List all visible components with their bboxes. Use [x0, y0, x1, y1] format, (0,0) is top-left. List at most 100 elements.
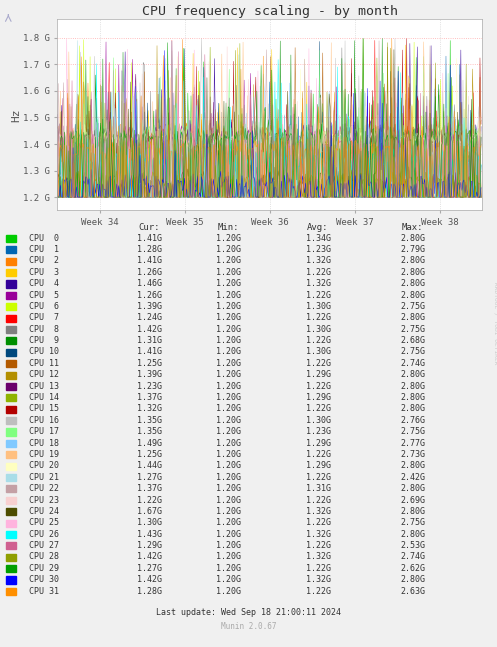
Text: CPU 16: CPU 16: [29, 416, 59, 425]
Text: 2.80G: 2.80G: [400, 279, 425, 288]
Text: 1.26G: 1.26G: [137, 291, 162, 300]
Text: CPU 26: CPU 26: [29, 530, 59, 539]
Text: 1.20G: 1.20G: [216, 587, 241, 596]
Text: CPU 31: CPU 31: [29, 587, 59, 596]
Text: 1.43G: 1.43G: [137, 530, 162, 539]
Text: 1.20G: 1.20G: [216, 427, 241, 436]
Text: 2.69G: 2.69G: [400, 496, 425, 505]
Text: 1.24G: 1.24G: [137, 313, 162, 322]
Text: 1.22G: 1.22G: [306, 359, 331, 368]
Text: CPU 21: CPU 21: [29, 473, 59, 482]
Text: 1.26G: 1.26G: [137, 268, 162, 277]
Text: 1.30G: 1.30G: [137, 518, 162, 527]
Text: 2.75G: 2.75G: [400, 302, 425, 311]
Text: 1.23G: 1.23G: [137, 382, 162, 391]
Text: 1.20G: 1.20G: [216, 564, 241, 573]
Text: CPU  3: CPU 3: [29, 268, 59, 277]
Text: 1.20G: 1.20G: [216, 484, 241, 493]
Text: 1.22G: 1.22G: [306, 382, 331, 391]
Text: 1.44G: 1.44G: [137, 461, 162, 470]
Text: 1.20G: 1.20G: [216, 256, 241, 265]
Text: CPU 15: CPU 15: [29, 404, 59, 413]
Text: Max:: Max:: [402, 223, 423, 232]
Text: 1.20G: 1.20G: [216, 336, 241, 345]
Text: 1.35G: 1.35G: [137, 416, 162, 425]
Text: CPU 23: CPU 23: [29, 496, 59, 505]
Text: 1.20G: 1.20G: [216, 268, 241, 277]
Text: 2.80G: 2.80G: [400, 234, 425, 243]
Text: RRDTOOL / TOBI OETIKER: RRDTOOL / TOBI OETIKER: [494, 282, 497, 365]
Text: 1.25G: 1.25G: [137, 359, 162, 368]
Text: 1.20G: 1.20G: [216, 279, 241, 288]
Text: 1.20G: 1.20G: [216, 302, 241, 311]
Text: 1.41G: 1.41G: [137, 347, 162, 356]
Text: 2.80G: 2.80G: [400, 382, 425, 391]
Text: 1.25G: 1.25G: [137, 450, 162, 459]
Text: CPU  1: CPU 1: [29, 245, 59, 254]
Text: 1.20G: 1.20G: [216, 325, 241, 334]
Text: 1.31G: 1.31G: [306, 484, 331, 493]
Text: 2.73G: 2.73G: [400, 450, 425, 459]
Text: 1.20G: 1.20G: [216, 245, 241, 254]
Text: 1.20G: 1.20G: [216, 541, 241, 550]
Text: 1.39G: 1.39G: [137, 370, 162, 379]
Text: 2.80G: 2.80G: [400, 461, 425, 470]
Text: 2.80G: 2.80G: [400, 291, 425, 300]
Text: 1.29G: 1.29G: [306, 370, 331, 379]
Text: 2.80G: 2.80G: [400, 268, 425, 277]
Text: 1.28G: 1.28G: [137, 245, 162, 254]
Text: 2.42G: 2.42G: [400, 473, 425, 482]
Text: 1.22G: 1.22G: [306, 541, 331, 550]
Text: CPU  0: CPU 0: [29, 234, 59, 243]
Text: 2.74G: 2.74G: [400, 553, 425, 562]
Text: 1.32G: 1.32G: [306, 256, 331, 265]
Text: 1.20G: 1.20G: [216, 234, 241, 243]
Text: CPU 24: CPU 24: [29, 507, 59, 516]
Text: 2.80G: 2.80G: [400, 313, 425, 322]
Text: 1.31G: 1.31G: [137, 336, 162, 345]
Text: 1.32G: 1.32G: [306, 530, 331, 539]
Text: 1.22G: 1.22G: [306, 473, 331, 482]
Text: CPU 17: CPU 17: [29, 427, 59, 436]
Text: 2.80G: 2.80G: [400, 484, 425, 493]
Text: 1.22G: 1.22G: [306, 496, 331, 505]
Text: 1.67G: 1.67G: [137, 507, 162, 516]
Text: 2.80G: 2.80G: [400, 575, 425, 584]
Text: 1.29G: 1.29G: [137, 541, 162, 550]
Text: 2.80G: 2.80G: [400, 530, 425, 539]
Text: CPU 18: CPU 18: [29, 439, 59, 448]
Text: 1.41G: 1.41G: [137, 256, 162, 265]
Text: 2.76G: 2.76G: [400, 416, 425, 425]
Text: 1.30G: 1.30G: [306, 302, 331, 311]
Text: 1.20G: 1.20G: [216, 473, 241, 482]
Text: Cur:: Cur:: [138, 223, 160, 232]
Text: 1.20G: 1.20G: [216, 461, 241, 470]
Text: 1.20G: 1.20G: [216, 518, 241, 527]
Text: 1.29G: 1.29G: [306, 439, 331, 448]
Text: 2.80G: 2.80G: [400, 256, 425, 265]
Text: CPU 29: CPU 29: [29, 564, 59, 573]
Text: CPU 22: CPU 22: [29, 484, 59, 493]
Text: 2.68G: 2.68G: [400, 336, 425, 345]
Text: CPU 20: CPU 20: [29, 461, 59, 470]
Text: 1.20G: 1.20G: [216, 507, 241, 516]
Text: 1.23G: 1.23G: [306, 245, 331, 254]
Text: 1.20G: 1.20G: [216, 530, 241, 539]
Text: 1.32G: 1.32G: [306, 553, 331, 562]
Text: 1.30G: 1.30G: [306, 325, 331, 334]
Text: 1.42G: 1.42G: [137, 553, 162, 562]
Text: 2.80G: 2.80G: [400, 370, 425, 379]
Text: 2.79G: 2.79G: [400, 245, 425, 254]
Text: 1.37G: 1.37G: [137, 393, 162, 402]
Text: 1.22G: 1.22G: [306, 291, 331, 300]
Text: 1.29G: 1.29G: [306, 393, 331, 402]
Text: 1.32G: 1.32G: [306, 279, 331, 288]
Text: 1.20G: 1.20G: [216, 450, 241, 459]
Text: 1.20G: 1.20G: [216, 404, 241, 413]
Text: 1.32G: 1.32G: [306, 507, 331, 516]
Text: 2.53G: 2.53G: [400, 541, 425, 550]
Text: Min:: Min:: [218, 223, 240, 232]
Text: CPU  8: CPU 8: [29, 325, 59, 334]
Text: Munin 2.0.67: Munin 2.0.67: [221, 622, 276, 631]
Text: 1.22G: 1.22G: [306, 313, 331, 322]
